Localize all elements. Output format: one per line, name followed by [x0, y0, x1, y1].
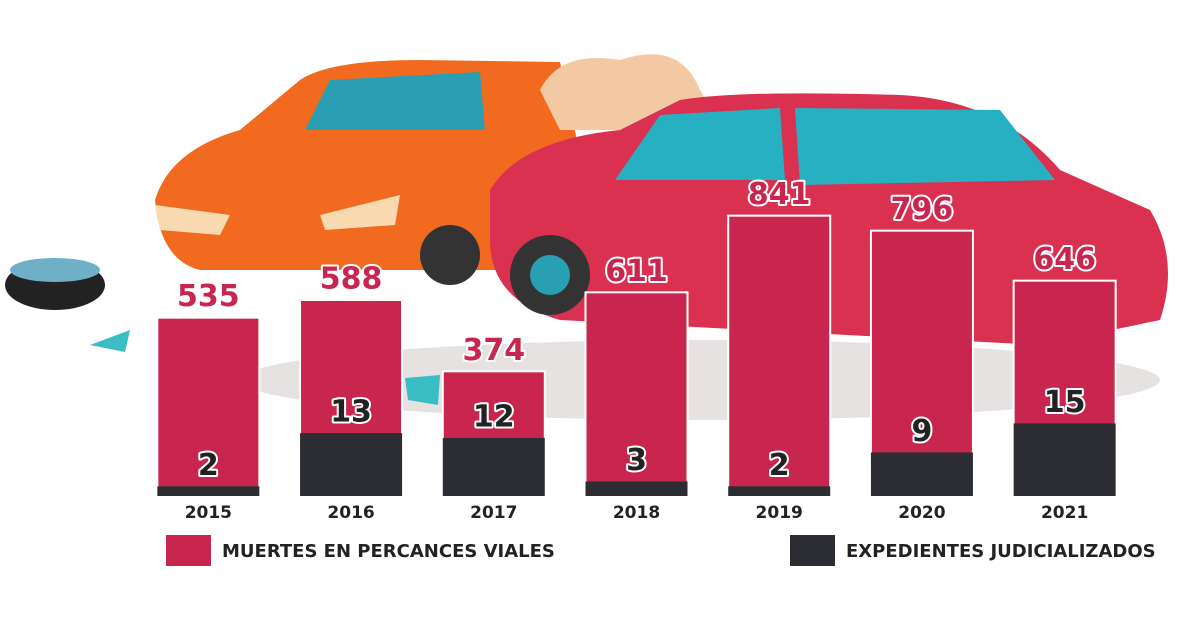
value-label: 374 — [462, 333, 525, 368]
bar — [870, 452, 973, 496]
value-label: 535 — [177, 279, 240, 314]
legend-label: MUERTES EN PERCANCES VIALES — [222, 541, 555, 562]
bar — [156, 316, 261, 497]
value-label: 15 — [1044, 385, 1086, 420]
value-label: 646 — [1033, 242, 1096, 277]
value-label: 588 — [320, 262, 383, 297]
value-label: 796 — [891, 192, 954, 227]
x-tick-label: 2017 — [470, 503, 517, 523]
legend-swatch — [790, 535, 835, 566]
value-label: 2 — [198, 448, 219, 483]
x-tick-label: 2016 — [327, 503, 374, 523]
bar — [728, 486, 831, 496]
bar — [1013, 423, 1116, 496]
value-label: 611 — [605, 254, 668, 289]
x-tick-label: 2020 — [898, 503, 945, 523]
value-label: 2 — [769, 448, 790, 483]
value-label: 12 — [473, 399, 515, 434]
bar — [727, 214, 832, 498]
legend-swatch — [166, 535, 211, 566]
bar — [157, 486, 260, 496]
x-tick-label: 2019 — [756, 503, 803, 523]
value-label: 9 — [911, 414, 932, 449]
bar — [869, 229, 974, 498]
value-label: 841 — [748, 177, 811, 212]
bar — [442, 437, 545, 496]
x-tick-label: 2015 — [185, 503, 232, 523]
x-tick-label: 2021 — [1041, 503, 1088, 523]
bar — [300, 433, 403, 496]
plot: 2015 2016 2017 2018 2019 2020 2021 535 588 374 611… — [156, 175, 1156, 566]
value-label: 13 — [330, 395, 372, 430]
bar — [585, 481, 688, 496]
value-label: 3 — [626, 443, 647, 478]
legend-label: EXPEDIENTES JUDICIALIZADOS — [846, 541, 1156, 562]
illustration — [5, 54, 1168, 420]
x-tick-label: 2018 — [613, 503, 660, 523]
